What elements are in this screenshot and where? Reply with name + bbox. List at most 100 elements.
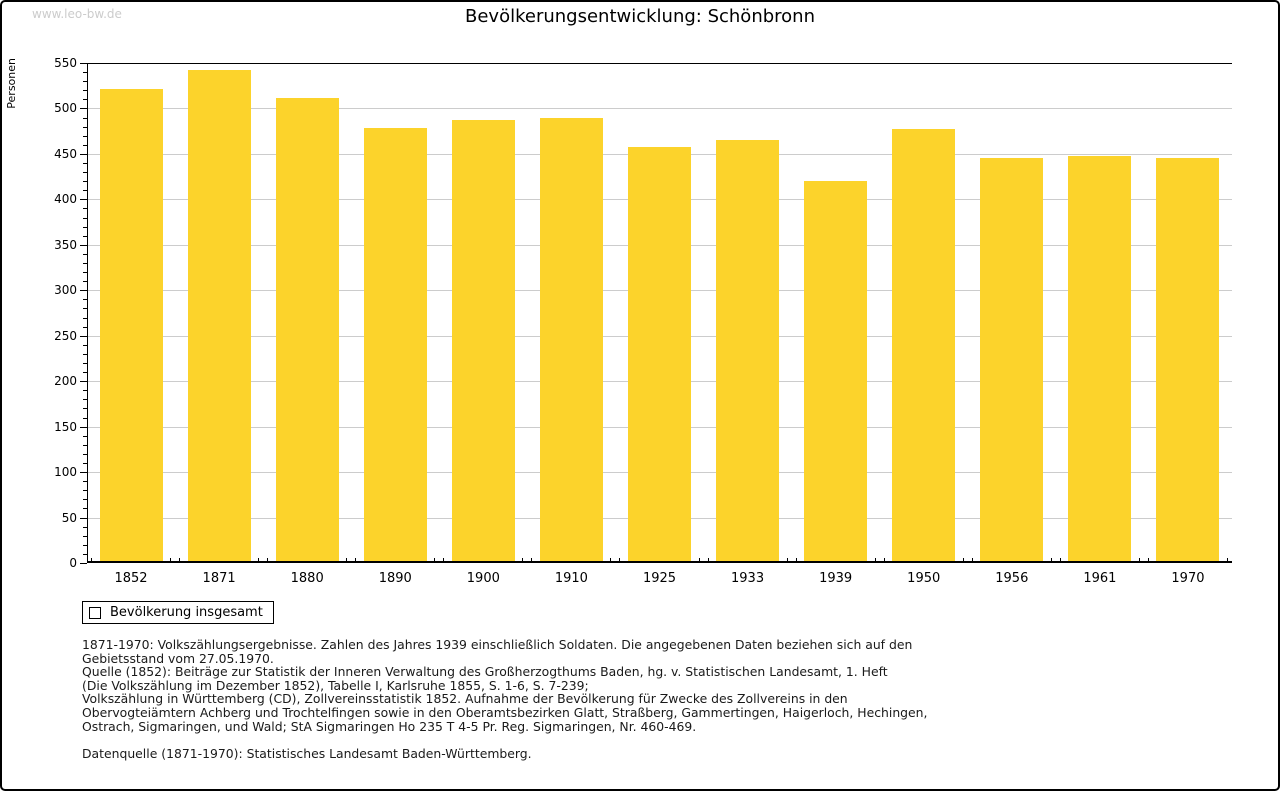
- y-tick-label: 200: [54, 374, 77, 389]
- y-tick: [83, 372, 87, 374]
- source-notes: 1871-1970: Volkszählungsergebnisse. Zahl…: [82, 638, 1232, 761]
- x-tick: [267, 558, 269, 563]
- note-line: Gebietsstand vom 27.05.1970.: [82, 650, 274, 666]
- y-tick: [83, 272, 87, 274]
- y-tick: [83, 253, 87, 255]
- y-tick: [83, 317, 87, 319]
- y-tick: [83, 144, 87, 146]
- x-tick: [170, 558, 172, 563]
- y-tick: [83, 308, 87, 310]
- x-tick: [1147, 558, 1149, 563]
- watermark: www.leo-bw.de: [32, 7, 122, 21]
- bar: [628, 146, 691, 563]
- y-tick: [83, 190, 87, 192]
- x-tick: [1059, 558, 1061, 563]
- y-tick: [80, 426, 87, 428]
- bar: [187, 70, 251, 563]
- y-tick: [80, 108, 87, 110]
- y-tick: [83, 535, 87, 537]
- y-tick: [83, 81, 87, 83]
- x-tick: [258, 558, 260, 563]
- y-tick: [83, 99, 87, 101]
- note-line: 1871-1970: Volkszählungsergebnisse. Zahl…: [82, 637, 913, 652]
- y-tick-label: 100: [54, 465, 77, 480]
- y-tick-label: 250: [54, 328, 77, 343]
- x-tick: [355, 558, 357, 563]
- y-tick: [83, 353, 87, 355]
- x-tick: [179, 558, 181, 563]
- y-tick: [80, 472, 87, 474]
- y-tick-label: 0: [69, 556, 77, 570]
- x-tick-label: 1910: [554, 571, 588, 586]
- y-tick: [83, 453, 87, 455]
- y-tick: [83, 117, 87, 119]
- y-tick: [83, 490, 87, 492]
- y-tick: [83, 163, 87, 164]
- bar: [1068, 155, 1132, 563]
- y-tick: [83, 499, 87, 501]
- y-tick: [80, 381, 87, 383]
- y-tick: [83, 126, 87, 128]
- note-line: Obervogteiämtern Achberg und Trochtelfin…: [82, 704, 928, 720]
- x-tick: [1138, 558, 1140, 563]
- y-tick: [83, 135, 87, 137]
- note-line: Volkszählung in Württemberg (CD), Zollve…: [82, 691, 848, 707]
- y-tick: [83, 417, 87, 419]
- y-tick: [80, 244, 87, 246]
- x-tick: [971, 558, 973, 563]
- x-tick: [874, 558, 876, 563]
- y-tick: [83, 363, 87, 364]
- legend-swatch-icon: [89, 606, 101, 619]
- x-tick-label: 1950: [907, 571, 941, 586]
- x-tick-label: 1880: [290, 571, 324, 586]
- y-tick: [83, 172, 87, 174]
- y-tick-label: 350: [54, 237, 77, 252]
- bar: [1156, 158, 1220, 563]
- y-tick: [83, 544, 87, 546]
- x-tick: [91, 558, 92, 563]
- y-tick-label: 150: [54, 419, 77, 434]
- y-tick: [83, 390, 87, 392]
- x-tick: [786, 558, 788, 563]
- x-tick-label: 1871: [202, 571, 236, 586]
- x-tick: [698, 558, 700, 563]
- x-tick: [619, 558, 621, 563]
- y-tick: [83, 72, 87, 74]
- y-tick: [83, 435, 87, 437]
- y-tick: [80, 335, 87, 337]
- y-tick: [83, 235, 87, 237]
- x-tick-label: 1890: [378, 571, 412, 586]
- y-tick-label: 400: [54, 192, 77, 207]
- y-tick: [83, 299, 87, 301]
- x-tick: [610, 558, 612, 563]
- y-tick: [83, 90, 87, 92]
- x-tick-label: 1925: [642, 571, 677, 586]
- bar: [980, 157, 1044, 563]
- bar: [716, 140, 780, 563]
- y-tick: [80, 563, 87, 564]
- legend-label: Bevölkerung insgesamt: [110, 605, 263, 620]
- y-tick: [83, 444, 87, 446]
- x-tick-label: 1900: [466, 571, 500, 586]
- x-tick: [707, 558, 709, 563]
- y-tick: [83, 281, 87, 283]
- note-line-datenquelle: Datenquelle (1871-1970): Statistisches L…: [82, 746, 532, 762]
- y-tick: [80, 517, 87, 519]
- y-tick: [83, 526, 87, 528]
- bar: [451, 120, 515, 563]
- y-tick: [83, 181, 87, 183]
- y-tick: [83, 399, 87, 401]
- y-tick: [83, 226, 87, 228]
- y-tick: [83, 344, 87, 346]
- y-tick: [80, 199, 87, 201]
- x-tick: [346, 558, 348, 563]
- y-tick: [80, 290, 87, 292]
- x-tick: [795, 558, 797, 563]
- x-tick-label: 1970: [1171, 571, 1205, 586]
- gridline: [87, 108, 1232, 110]
- x-tick-label: 1933: [731, 571, 765, 586]
- bar: [804, 181, 868, 563]
- x-tick: [962, 558, 964, 563]
